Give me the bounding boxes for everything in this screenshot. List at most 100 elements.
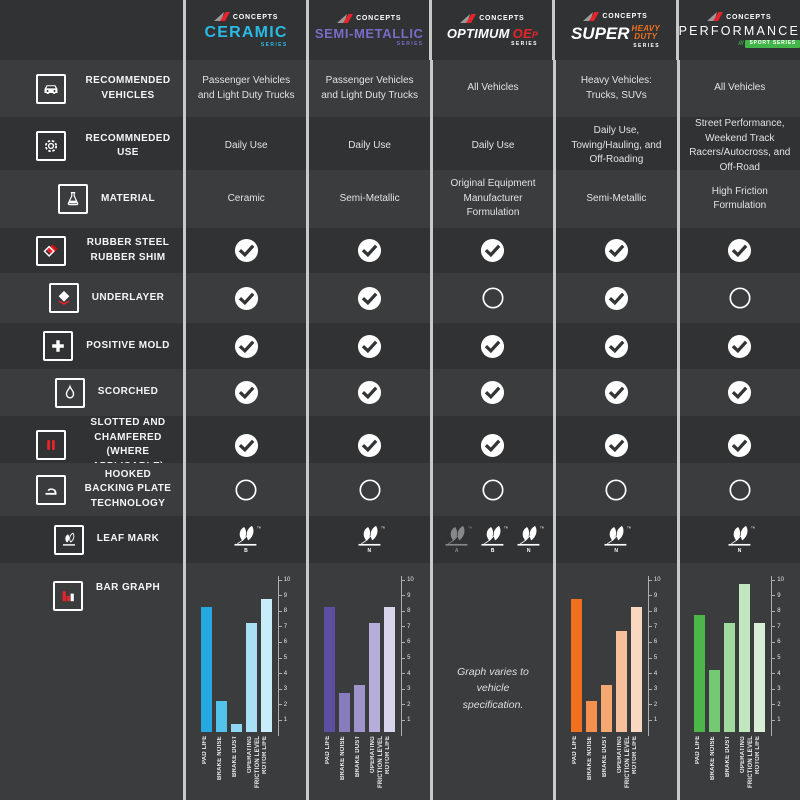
column-header-ceramic: CONCEPTS CERAMIC SERIES <box>186 0 307 60</box>
series-tag: SERIES <box>396 40 424 47</box>
cell-underlayer-optimum <box>432 273 554 323</box>
cell-hooked-ceramic <box>186 463 307 516</box>
check-icon <box>234 238 258 263</box>
bar-chart: 1 2 3 4 5 6 7 8 9 10 PAD LIFE BRAKE NOISE BRAKE DUST… <box>570 576 662 798</box>
row-label-underlayer: UNDERLAYER <box>0 273 183 323</box>
check-icon <box>358 286 382 310</box>
empty-circle-icon <box>729 478 751 501</box>
bar-label: BRAKE DUST <box>725 736 732 778</box>
cell-vehicles-super-hd: Heavy Vehicles: Trucks, SUVs <box>556 60 677 117</box>
bar-label: ROTOR LIFE <box>385 736 392 775</box>
row-label-positive-mold: POSITIVE MOLD <box>0 323 183 369</box>
backing-plate-icon <box>36 474 66 505</box>
bar-operating-friction-level <box>739 583 751 732</box>
bar-label: BRAKE NOISE <box>340 736 347 780</box>
cell-positive-mold-ceramic <box>186 323 307 369</box>
cell-scorched-semi-metallic <box>309 369 430 416</box>
check-icon <box>234 380 258 405</box>
row-positive-mold: POSITIVE MOLD <box>0 323 800 369</box>
leaf-mark-B: TMB <box>478 525 508 554</box>
row-rubber-steel-rubber-shim: RUBBER STEEL RUBBER SHIM <box>0 228 800 273</box>
cell-chart-optimum: Graph varies to vehicle specification. <box>432 563 554 800</box>
row-label-recommended-use: RECOMMNEDED USE <box>0 117 183 175</box>
bar-brake-dust <box>354 685 366 732</box>
car-icon <box>36 73 66 104</box>
check-icon <box>234 286 258 310</box>
leaf-mark-N: TMN <box>355 525 385 554</box>
empty-circle-icon <box>482 287 504 309</box>
bar-label: PAD LIFE <box>201 736 208 765</box>
bar-brake-dust <box>724 622 736 732</box>
cell-vehicles-performance: All Vehicles <box>679 60 800 117</box>
bar-pad-life <box>694 615 706 732</box>
bar-label: BRAKE DUST <box>231 736 238 778</box>
bar-operating-friction-level <box>245 622 257 732</box>
series-tag: SERIES <box>633 42 661 49</box>
cell-hooked-super-hd <box>556 463 677 516</box>
bar-rotor-life <box>630 607 642 732</box>
row-recommended-use: RECOMMNEDED USE Daily Use Daily Use Dail… <box>0 117 800 175</box>
column-header-super-heavy-duty: CONCEPTS SUPER HEAVY DUTY SERIES <box>555 0 676 60</box>
check-icon <box>358 380 382 405</box>
cell-material-semi-metallic: Semi-Metallic <box>309 170 430 228</box>
bar-label: OPERATING FRICTION LEVEL <box>616 736 631 789</box>
cell-underlayer-semi-metallic <box>309 273 430 323</box>
flame-icon <box>54 377 85 408</box>
bar-chart: 1 2 3 4 5 6 7 8 9 10 PAD LIFE BRAKE NOISE BRAKE DUST… <box>694 576 785 798</box>
cell-use-optimum: Daily Use <box>432 117 554 175</box>
bar-label: ROTOR LIFE <box>261 736 268 775</box>
brand-name: CONCEPTS <box>356 15 402 22</box>
cell-shim-performance <box>679 228 800 273</box>
cell-leaf-super-hd: TMN <box>556 516 677 563</box>
brand-name: CONCEPTS <box>602 13 648 20</box>
cell-underlayer-performance <box>679 273 800 323</box>
r1-emblem-icon <box>213 12 230 21</box>
series-name: PERFORMANCE <box>678 24 800 39</box>
row-leaf-mark: LEAF MARK TMB TMN TMATMBTMN TMN TMN <box>0 516 800 563</box>
empty-circle-icon <box>605 478 627 501</box>
series-name-duty: DUTY <box>634 32 658 41</box>
underlayer-icon <box>48 283 79 313</box>
series-tag: SERIES <box>511 40 538 47</box>
row-label-rubber-shim: RUBBER STEEL RUBBER SHIM <box>0 228 183 273</box>
r1-concepts-logo: CONCEPTS <box>213 12 278 22</box>
cell-scorched-ceramic <box>186 369 307 416</box>
bar-brake-dust <box>230 724 242 732</box>
leaf-mark-N: TMN <box>514 525 544 554</box>
cell-vehicles-ceramic: Passenger Vehicles and Light Duty Trucks <box>186 60 307 117</box>
y-axis: 1 2 3 4 5 6 7 8 9 10 <box>401 576 414 736</box>
cell-vehicles-semi-metallic: Passenger Vehicles and Light Duty Trucks <box>309 60 430 117</box>
row-hooked-backing-plate: HOOKED BACKING PLATE TECHNOLOGY <box>0 463 800 516</box>
check-icon <box>604 380 628 405</box>
header-spacer <box>0 0 183 60</box>
row-label-leaf-mark: LEAF MARK <box>0 516 183 563</box>
y-axis: 1 2 3 4 5 6 7 8 9 10 <box>771 576 784 736</box>
check-icon <box>358 238 382 263</box>
column-header-semi-metallic: CONCEPTS SEMI-METALLIC SERIES <box>309 0 430 60</box>
gear-icon <box>36 131 66 161</box>
r1-concepts-logo: CONCEPTS <box>583 11 648 22</box>
check-icon <box>728 433 752 457</box>
r1-emblem-icon <box>583 11 600 21</box>
bar-rotor-life <box>754 622 766 732</box>
leaf-mark-B: TMB <box>231 525 261 554</box>
cell-shim-optimum <box>432 228 554 273</box>
cell-use-super-hd: Daily Use, Towing/Hauling, and Off-Roadi… <box>556 117 677 175</box>
bar-label: PAD LIFE <box>571 736 578 765</box>
empty-circle-icon <box>235 478 257 501</box>
cell-shim-ceramic <box>186 228 307 273</box>
row-slotted-chamfered: SLOTTED AND CHAMFERED (WHERE APPLICABLE) <box>0 416 800 474</box>
check-icon <box>358 334 382 358</box>
check-icon <box>728 380 752 405</box>
cell-leaf-semi-metallic: TMN <box>309 516 430 563</box>
check-icon <box>728 238 752 263</box>
cell-leaf-optimum: TMATMBTMN <box>432 516 554 563</box>
cell-chart-super-hd: 1 2 3 4 5 6 7 8 9 10 PAD LIFE BRAKE NOISE BRAKE DUST… <box>556 563 677 800</box>
bar-label: BRAKE NOISE <box>216 736 223 780</box>
series-name-p: P <box>531 29 538 40</box>
bar-rotor-life <box>384 607 396 732</box>
r1-emblem-icon <box>707 12 724 22</box>
flask-icon <box>57 184 88 214</box>
svg-text:TM: TM <box>468 526 472 530</box>
